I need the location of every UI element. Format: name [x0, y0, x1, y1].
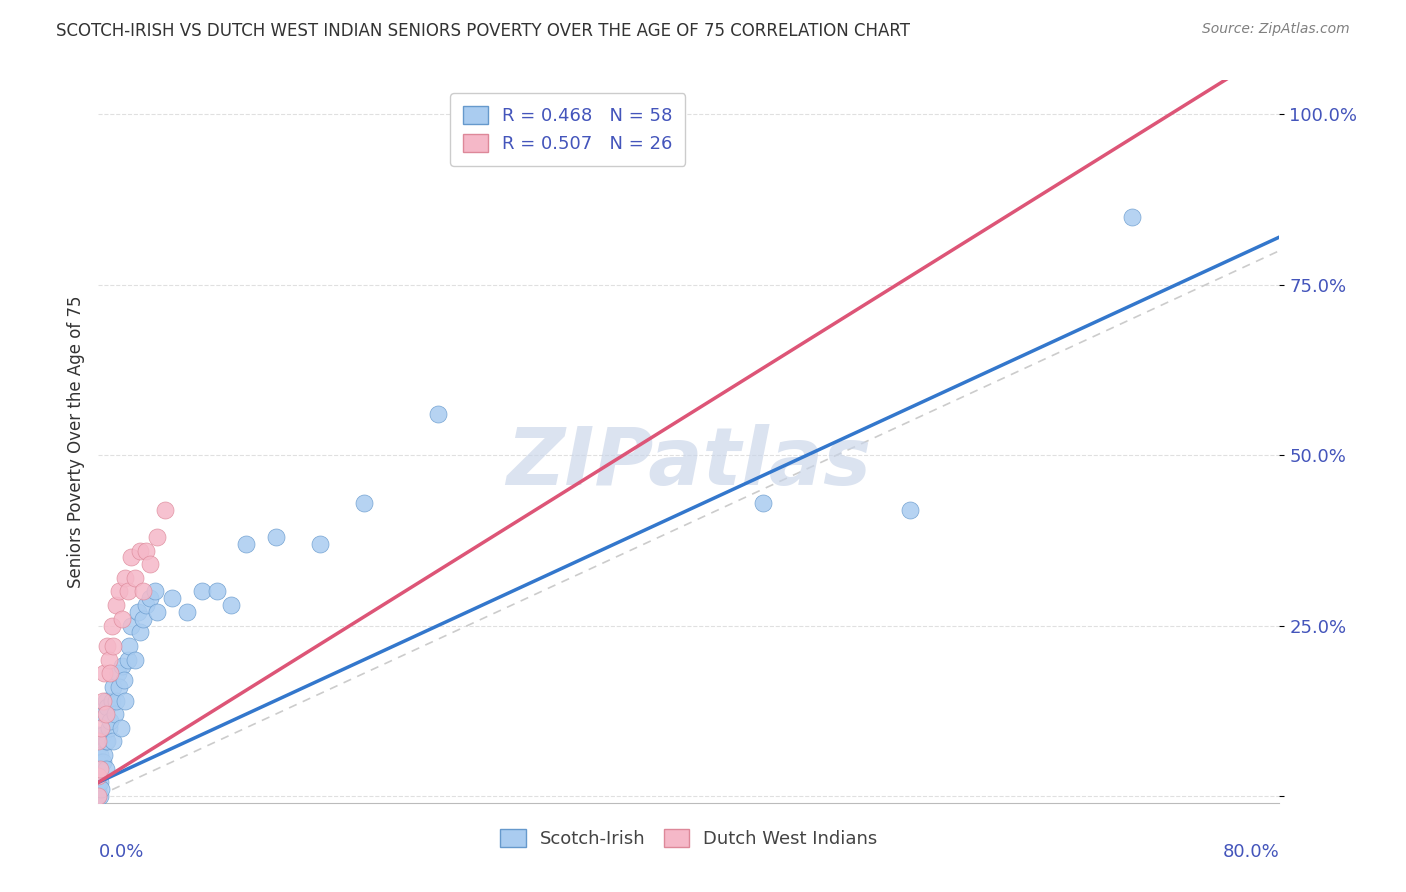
Point: [111, 612, 134, 626]
Point: [139, 558, 162, 572]
Point: [90, 782, 112, 797]
Point: [91, 693, 114, 707]
Text: SCOTCH-IRISH VS DUTCH WEST INDIAN SENIORS POVERTY OVER THE AGE OF 75 CORRELATION: SCOTCH-IRISH VS DUTCH WEST INDIAN SENIOR…: [56, 22, 910, 40]
Point: [124, 571, 146, 585]
Point: [153, 502, 176, 516]
Point: [127, 605, 149, 619]
Point: [162, 591, 183, 606]
Point: [120, 618, 142, 632]
Point: [108, 584, 131, 599]
Point: [112, 673, 135, 687]
Point: [139, 591, 162, 606]
Point: [108, 680, 131, 694]
Point: [111, 659, 134, 673]
Point: [90, 755, 112, 769]
Point: [900, 502, 922, 516]
Point: [118, 639, 141, 653]
Point: [264, 530, 287, 544]
Point: [105, 598, 128, 612]
Point: [87, 789, 110, 803]
Point: [87, 768, 110, 782]
Point: [132, 584, 155, 599]
Point: [87, 755, 110, 769]
Point: [90, 721, 112, 735]
Point: [100, 693, 122, 707]
Point: [94, 707, 117, 722]
Point: [87, 782, 110, 797]
Point: [427, 407, 450, 421]
Point: [96, 734, 118, 748]
Point: [87, 741, 110, 756]
Point: [110, 721, 132, 735]
Point: [143, 584, 166, 599]
Point: [91, 755, 114, 769]
Point: [107, 666, 129, 681]
Point: [114, 693, 136, 707]
Text: ZIPatlas: ZIPatlas: [506, 425, 872, 502]
Point: [176, 605, 198, 619]
Point: [752, 496, 775, 510]
Point: [309, 537, 332, 551]
Point: [105, 693, 128, 707]
Point: [93, 666, 115, 681]
Point: [89, 762, 111, 776]
Legend: Scotch-Irish, Dutch West Indians: Scotch-Irish, Dutch West Indians: [494, 822, 884, 855]
Point: [89, 775, 111, 789]
Point: [98, 666, 121, 681]
Point: [221, 598, 243, 612]
Point: [93, 707, 115, 722]
Point: [117, 653, 139, 667]
Point: [93, 748, 115, 763]
Point: [128, 543, 150, 558]
Point: [96, 639, 118, 653]
Point: [353, 496, 375, 510]
Point: [94, 734, 117, 748]
Point: [87, 789, 110, 803]
Point: [104, 707, 127, 722]
Point: [87, 775, 110, 789]
Point: [120, 550, 142, 565]
Point: [98, 714, 121, 728]
Point: [235, 537, 257, 551]
Point: [191, 584, 214, 599]
Point: [103, 639, 125, 653]
Point: [97, 721, 120, 735]
Point: [132, 612, 155, 626]
Point: [91, 728, 114, 742]
Text: 0.0%: 0.0%: [98, 843, 143, 861]
Point: [89, 748, 111, 763]
Point: [135, 543, 157, 558]
Point: [87, 734, 110, 748]
Point: [97, 653, 120, 667]
Y-axis label: Seniors Poverty Over the Age of 75: Seniors Poverty Over the Age of 75: [66, 295, 84, 588]
Point: [89, 789, 111, 803]
Point: [94, 693, 117, 707]
Point: [135, 598, 157, 612]
Point: [96, 700, 118, 714]
Point: [103, 680, 125, 694]
Point: [124, 653, 146, 667]
Text: 80.0%: 80.0%: [1223, 843, 1279, 861]
Point: [117, 584, 139, 599]
Point: [205, 584, 228, 599]
Point: [128, 625, 150, 640]
Point: [87, 768, 110, 782]
Point: [146, 530, 169, 544]
Point: [100, 618, 122, 632]
Point: [94, 762, 117, 776]
Point: [1121, 210, 1143, 224]
Text: Source: ZipAtlas.com: Source: ZipAtlas.com: [1202, 22, 1350, 37]
Point: [146, 605, 169, 619]
Point: [114, 571, 136, 585]
Point: [103, 734, 125, 748]
Point: [87, 728, 110, 742]
